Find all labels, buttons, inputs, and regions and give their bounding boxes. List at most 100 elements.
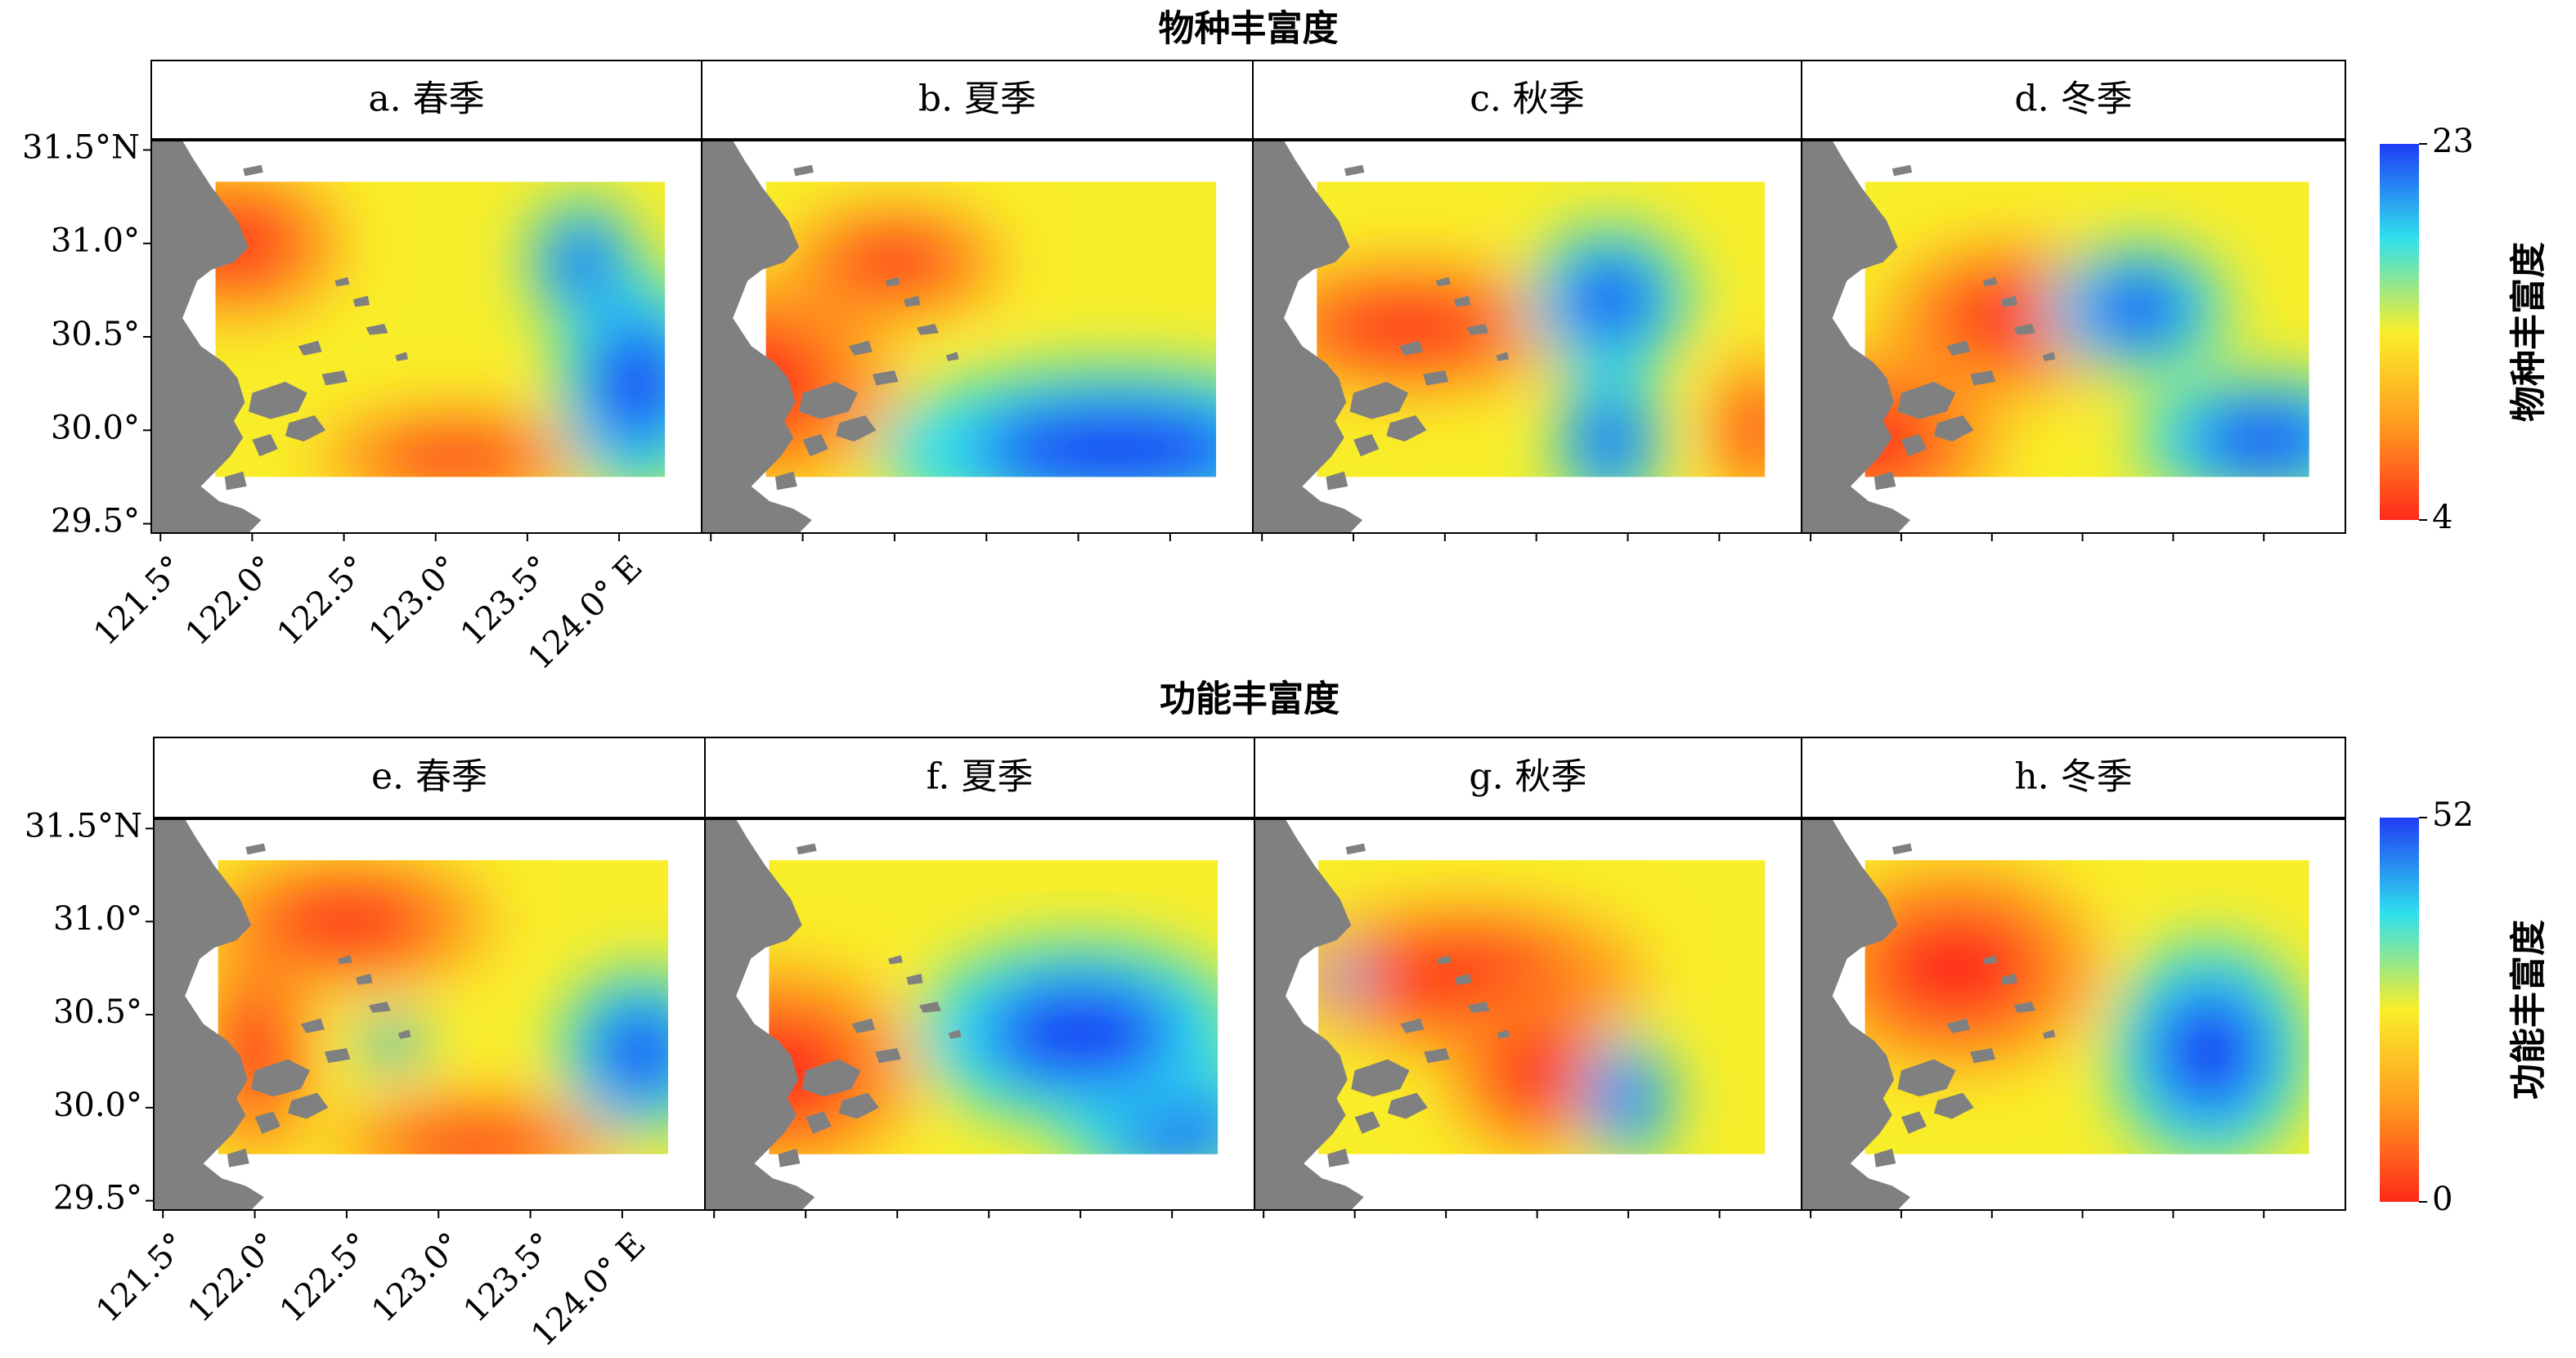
coastline xyxy=(705,819,815,1210)
colorbar: 52 0 功能丰富度 xyxy=(2380,796,2550,1218)
island xyxy=(875,1048,901,1064)
panel-label: a. 春季 xyxy=(368,78,484,120)
island xyxy=(1327,1148,1349,1168)
panel-frame xyxy=(1801,818,2346,1211)
panel-3: c. 秋季 xyxy=(1252,60,1802,541)
island xyxy=(227,1148,249,1168)
island xyxy=(1982,955,1998,965)
island xyxy=(337,955,352,965)
island xyxy=(1400,1018,1425,1033)
low-zone-core xyxy=(258,882,435,961)
island xyxy=(793,164,814,177)
island xyxy=(848,340,873,356)
colorbar-title: 物种丰富度 xyxy=(2508,242,2550,422)
high-zone-core xyxy=(590,1002,669,1102)
y-tick-label: 31.5°N xyxy=(25,807,142,845)
island xyxy=(324,1048,351,1064)
island xyxy=(2000,973,2017,985)
high-zone-core xyxy=(981,977,1180,1090)
low-zone-core xyxy=(1933,273,2087,363)
island xyxy=(321,370,348,386)
island xyxy=(243,164,263,177)
high-zone-core xyxy=(972,398,1217,477)
island xyxy=(248,381,307,419)
island xyxy=(1874,471,1896,491)
high-zone-core xyxy=(2149,984,2269,1119)
coastline xyxy=(154,819,264,1210)
high-zone-core xyxy=(1600,1059,1656,1138)
island xyxy=(254,1111,280,1134)
coastline xyxy=(1802,141,1910,533)
island xyxy=(1351,1059,1410,1097)
island xyxy=(1354,1111,1380,1134)
colorbar-title: 功能丰富度 xyxy=(2508,920,2550,1100)
island xyxy=(2042,352,2056,361)
island xyxy=(801,1059,861,1097)
panel-4: h. 冬季 xyxy=(1801,737,2346,1218)
island xyxy=(799,381,858,419)
y-tick-label: 30.0° xyxy=(53,1087,142,1124)
island xyxy=(395,352,409,361)
island xyxy=(2000,295,2017,307)
island xyxy=(1349,381,1409,419)
panel-frame xyxy=(1801,140,2346,534)
island xyxy=(1970,370,1996,386)
strip-header xyxy=(1801,737,2346,818)
panel-2: b. 夏季 xyxy=(701,60,1254,541)
island xyxy=(1454,295,1471,307)
low-zone-core xyxy=(828,228,961,296)
high-zone-core xyxy=(2188,400,2309,477)
island xyxy=(1946,340,1971,356)
x-tick-label: 123.0° xyxy=(365,1226,469,1330)
island xyxy=(888,955,903,965)
panel-3: g. 秋季 xyxy=(1254,737,1802,1218)
land xyxy=(702,141,959,533)
island xyxy=(802,433,828,457)
low-zone-core xyxy=(371,430,537,477)
island xyxy=(2042,1029,2056,1039)
colorbar: 23 4 物种丰富度 xyxy=(2380,123,2550,536)
y-tick-label: 31.0° xyxy=(53,900,142,938)
y-tick-label: 31.0° xyxy=(51,222,140,260)
heatmap-field xyxy=(1865,860,2309,1154)
low-zone-core xyxy=(387,1117,563,1154)
island xyxy=(1344,164,1365,177)
island xyxy=(1970,1048,1996,1064)
island xyxy=(334,276,350,287)
coastline xyxy=(1802,819,1910,1210)
island xyxy=(368,1002,391,1013)
island xyxy=(1455,973,1472,985)
low-zone-core xyxy=(1869,906,2043,1030)
heatmap-field xyxy=(215,182,666,477)
x-tick-label: 122.0° xyxy=(181,1226,285,1330)
strip-header xyxy=(1252,60,1802,140)
island xyxy=(1892,843,1913,855)
island xyxy=(919,1002,941,1013)
island xyxy=(300,1018,325,1033)
y-tick-label: 29.5° xyxy=(53,1180,142,1217)
island xyxy=(806,1111,832,1134)
high-zone-core xyxy=(2082,269,2192,348)
panel-label: b. 夏季 xyxy=(918,78,1036,120)
row-title: 功能丰富度 xyxy=(1160,679,1340,720)
island xyxy=(1345,843,1366,855)
island xyxy=(1424,1048,1450,1064)
island xyxy=(352,295,370,307)
island xyxy=(1897,381,1956,419)
x-tick-label: 122.5° xyxy=(273,1226,378,1330)
colorbar-gradient xyxy=(2380,818,2419,1202)
strip-header xyxy=(150,60,702,140)
strip-header xyxy=(1254,737,1802,818)
island xyxy=(356,973,373,985)
panel-label: g. 秋季 xyxy=(1469,756,1586,798)
island xyxy=(1496,352,1510,361)
y-tick-label: 29.5° xyxy=(51,503,140,540)
panel-4: d. 冬季 xyxy=(1801,60,2346,541)
island xyxy=(906,973,923,985)
island xyxy=(872,370,899,386)
island xyxy=(797,843,817,855)
island xyxy=(2013,1002,2035,1013)
panel-label: h. 冬季 xyxy=(2014,756,2132,798)
